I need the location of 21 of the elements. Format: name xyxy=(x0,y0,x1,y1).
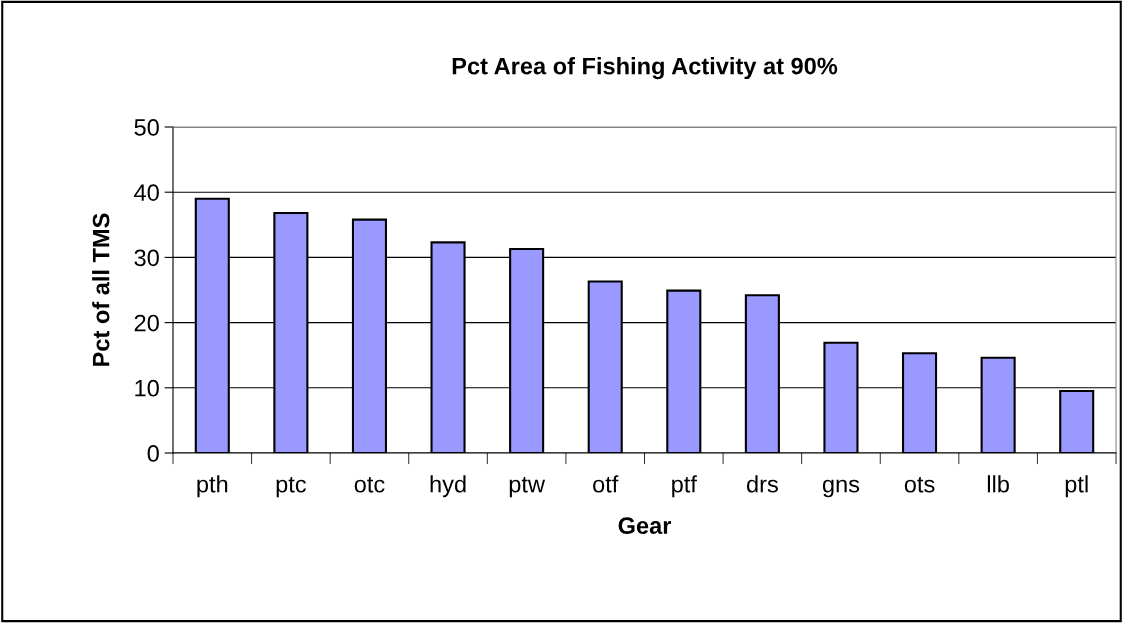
x-tick-label: ots xyxy=(904,477,935,493)
x-tick-label: llb xyxy=(987,475,1009,493)
x-tick-label: gns xyxy=(822,479,860,498)
y-axis-title: Pct of all TMS xyxy=(92,213,110,366)
x-tick-label: hyd xyxy=(430,475,466,498)
x-tick-label: pth xyxy=(197,475,228,498)
x-tick-label: drs xyxy=(746,475,778,493)
x-tick-label: ptl xyxy=(1065,475,1088,498)
x-axis-title: Gear xyxy=(618,517,672,535)
y-tick-label: 20 xyxy=(134,314,159,332)
y-tick-label: 0 xyxy=(147,445,159,462)
chart-title: Pct Area of Fishing Activity at 90% xyxy=(452,57,838,80)
y-tick-label: 40 xyxy=(134,184,159,201)
y-tick-label: 50 xyxy=(134,119,159,136)
x-tick-label: ptw xyxy=(509,477,546,498)
x-tick-label: ptf xyxy=(672,475,697,498)
y-tick-label: 30 xyxy=(134,249,159,267)
x-tick-label: ptc xyxy=(276,477,306,498)
y-tick-label: 10 xyxy=(135,379,159,397)
x-tick-label: otf xyxy=(593,475,619,493)
x-tick-label: otc xyxy=(354,477,385,493)
